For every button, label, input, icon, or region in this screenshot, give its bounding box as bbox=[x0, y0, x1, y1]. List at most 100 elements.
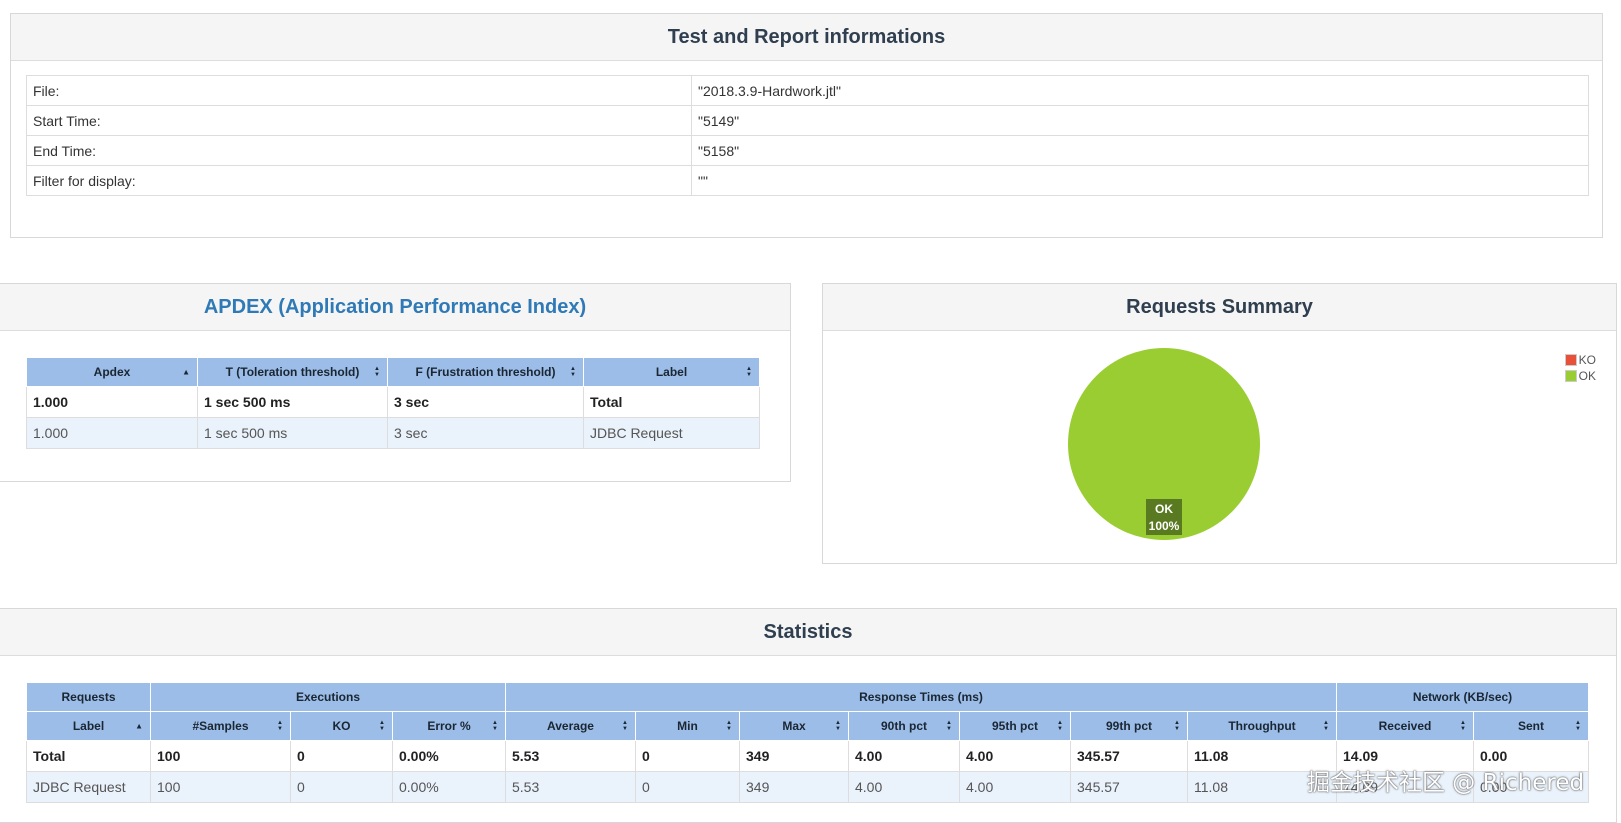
info-label: End Time: bbox=[26, 135, 692, 166]
table-cell: 0 bbox=[290, 771, 393, 803]
apdex-title[interactable]: APDEX (Application Performance Index) bbox=[0, 284, 790, 331]
table-cell: 5.53 bbox=[505, 740, 636, 772]
column-header-label: KO bbox=[332, 719, 351, 733]
column-header-label: #Samples bbox=[192, 719, 249, 733]
sort-both-icon: ▲ ▼ bbox=[1323, 720, 1329, 732]
info-row: File: "2018.3.9-Hardwork.jtl" bbox=[26, 75, 1589, 106]
table-cell: 349 bbox=[739, 740, 849, 772]
table-cell: 100 bbox=[150, 771, 291, 803]
column-header-label: Max bbox=[782, 719, 806, 733]
column-group-header: Response Times (ms) bbox=[505, 682, 1337, 712]
sort-both-icon: ▲ ▼ bbox=[746, 366, 752, 378]
column-group-header: Requests bbox=[26, 682, 151, 712]
statistics-title: Statistics bbox=[0, 609, 1616, 656]
column-header-label: Apdex bbox=[93, 365, 131, 379]
sort-asc-icon: ▲ bbox=[182, 367, 190, 377]
column-header[interactable]: T (Toleration threshold) ▲ ▼ bbox=[197, 357, 388, 387]
sort-both-icon: ▲ ▼ bbox=[492, 720, 498, 732]
table-cell: 4.00 bbox=[959, 740, 1071, 772]
legend-item-ko[interactable]: KO bbox=[1564, 352, 1596, 368]
column-header[interactable]: 95th pct ▲ ▼ bbox=[959, 711, 1071, 741]
table-cell: 4.00 bbox=[959, 771, 1071, 803]
column-group-header: Network (KB/sec) bbox=[1336, 682, 1589, 712]
table-cell: 3 sec bbox=[387, 417, 584, 449]
watermark: 掘金技术社区 @ Richered bbox=[1307, 770, 1585, 796]
column-header-label: Average bbox=[547, 719, 594, 733]
apdex-panel: APDEX (Application Performance Index) Ap… bbox=[0, 283, 791, 482]
column-header[interactable]: Average ▲ ▼ bbox=[505, 711, 636, 741]
info-row: End Time: "5158" bbox=[26, 135, 1589, 166]
info-value: "5158" bbox=[691, 135, 1589, 166]
statistics-table: Requests Executions Response Times (ms) Net… bbox=[26, 682, 1589, 803]
legend-label: OK bbox=[1578, 369, 1596, 383]
table-cell: Total bbox=[583, 386, 760, 418]
table-cell: 1.000 bbox=[26, 417, 198, 449]
column-header-label: 95th pct bbox=[991, 719, 1038, 733]
column-header[interactable]: 90th pct ▲ ▼ bbox=[848, 711, 960, 741]
column-header[interactable]: Received ▲ ▼ bbox=[1336, 711, 1474, 741]
info-value: "5149" bbox=[691, 105, 1589, 136]
column-header[interactable]: 99th pct ▲ ▼ bbox=[1070, 711, 1188, 741]
table-cell: 1.000 bbox=[26, 386, 198, 418]
table-cell: 3 sec bbox=[387, 386, 584, 418]
table-cell: 14.09 bbox=[1336, 771, 1474, 803]
table-cell: 14.09 bbox=[1336, 740, 1474, 772]
table-cell: 0.00 bbox=[1473, 771, 1589, 803]
requests-pie-chart: OK 100% bbox=[1068, 348, 1260, 540]
table-cell: 1 sec 500 ms bbox=[197, 386, 388, 418]
column-header[interactable]: #Samples ▲ ▼ bbox=[150, 711, 291, 741]
table-cell: 0 bbox=[290, 740, 393, 772]
table-cell: 11.08 bbox=[1187, 771, 1337, 803]
info-label: Filter for display: bbox=[26, 165, 692, 196]
column-header-label: Label bbox=[655, 365, 688, 379]
column-header[interactable]: Sent ▲ ▼ bbox=[1473, 711, 1589, 741]
column-header[interactable]: Label ▲ bbox=[26, 711, 151, 741]
column-header[interactable]: Throughput ▲ ▼ bbox=[1187, 711, 1337, 741]
column-header[interactable]: Min ▲ ▼ bbox=[635, 711, 740, 741]
info-row: Start Time: "5149" bbox=[26, 105, 1589, 136]
column-header-label: 90th pct bbox=[880, 719, 927, 733]
total-row: 1.000 1 sec 500 ms 3 sec Total bbox=[26, 386, 760, 418]
report-info-panel: Test and Report informations File: "2018.… bbox=[10, 13, 1603, 238]
column-header-label: Label bbox=[72, 719, 105, 733]
table-cell: 0.00 bbox=[1473, 740, 1589, 772]
table-cell: 0.00% bbox=[392, 771, 506, 803]
column-header[interactable]: Apdex ▲ bbox=[26, 357, 198, 387]
column-header[interactable]: Label ▲ ▼ bbox=[583, 357, 760, 387]
info-label: File: bbox=[26, 75, 692, 106]
table-cell: Total bbox=[26, 740, 151, 772]
table-cell: 0 bbox=[635, 740, 740, 772]
sort-both-icon: ▲ ▼ bbox=[622, 720, 628, 732]
pie-slice-ok[interactable] bbox=[1068, 348, 1260, 540]
requests-summary-panel: Requests Summary OK 100% KO OK bbox=[822, 283, 1617, 564]
sort-both-icon: ▲ ▼ bbox=[1575, 720, 1581, 732]
table-row: JDBC Request 100 0 0.00% 5.53 0 349 4.00 4.00 345… bbox=[26, 771, 1589, 803]
table-row: 1.000 1 sec 500 ms 3 sec JDBC Request bbox=[26, 417, 760, 449]
pie-legend[interactable]: KO OK bbox=[1564, 352, 1596, 384]
table-cell: 11.08 bbox=[1187, 740, 1337, 772]
sort-both-icon: ▲ ▼ bbox=[1174, 720, 1180, 732]
column-header[interactable]: Max ▲ ▼ bbox=[739, 711, 849, 741]
column-header[interactable]: F (Frustration threshold) ▲ ▼ bbox=[387, 357, 584, 387]
table-cell: 0.00% bbox=[392, 740, 506, 772]
legend-label: KO bbox=[1578, 353, 1596, 367]
column-header[interactable]: KO ▲ ▼ bbox=[290, 711, 393, 741]
sort-both-icon: ▲ ▼ bbox=[277, 720, 283, 732]
total-row: Total 100 0 0.00% 5.53 0 349 4.00 4.00 345.57 11.0… bbox=[26, 740, 1589, 772]
requests-summary-title: Requests Summary bbox=[823, 284, 1616, 331]
info-row: Filter for display: "" bbox=[26, 165, 1589, 196]
report-info-table: File: "2018.3.9-Hardwork.jtl" Start Time: "… bbox=[26, 75, 1589, 196]
column-header-label: F (Frustration threshold) bbox=[415, 365, 556, 379]
sort-both-icon: ▲ ▼ bbox=[726, 720, 732, 732]
pie-label-box bbox=[1146, 499, 1182, 535]
column-header[interactable]: Error % ▲ ▼ bbox=[392, 711, 506, 741]
table-cell: 345.57 bbox=[1070, 771, 1188, 803]
sort-both-icon: ▲ ▼ bbox=[570, 366, 576, 378]
column-header-label: Min bbox=[677, 719, 698, 733]
table-cell: 100 bbox=[150, 740, 291, 772]
apdex-table: Apdex ▲ T (Toleration threshold) ▲ ▼ F (Frust… bbox=[26, 357, 760, 449]
legend-item-ok[interactable]: OK bbox=[1564, 368, 1596, 384]
column-header-label: Sent bbox=[1517, 719, 1544, 733]
info-label: Start Time: bbox=[26, 105, 692, 136]
info-value: "" bbox=[691, 165, 1589, 196]
